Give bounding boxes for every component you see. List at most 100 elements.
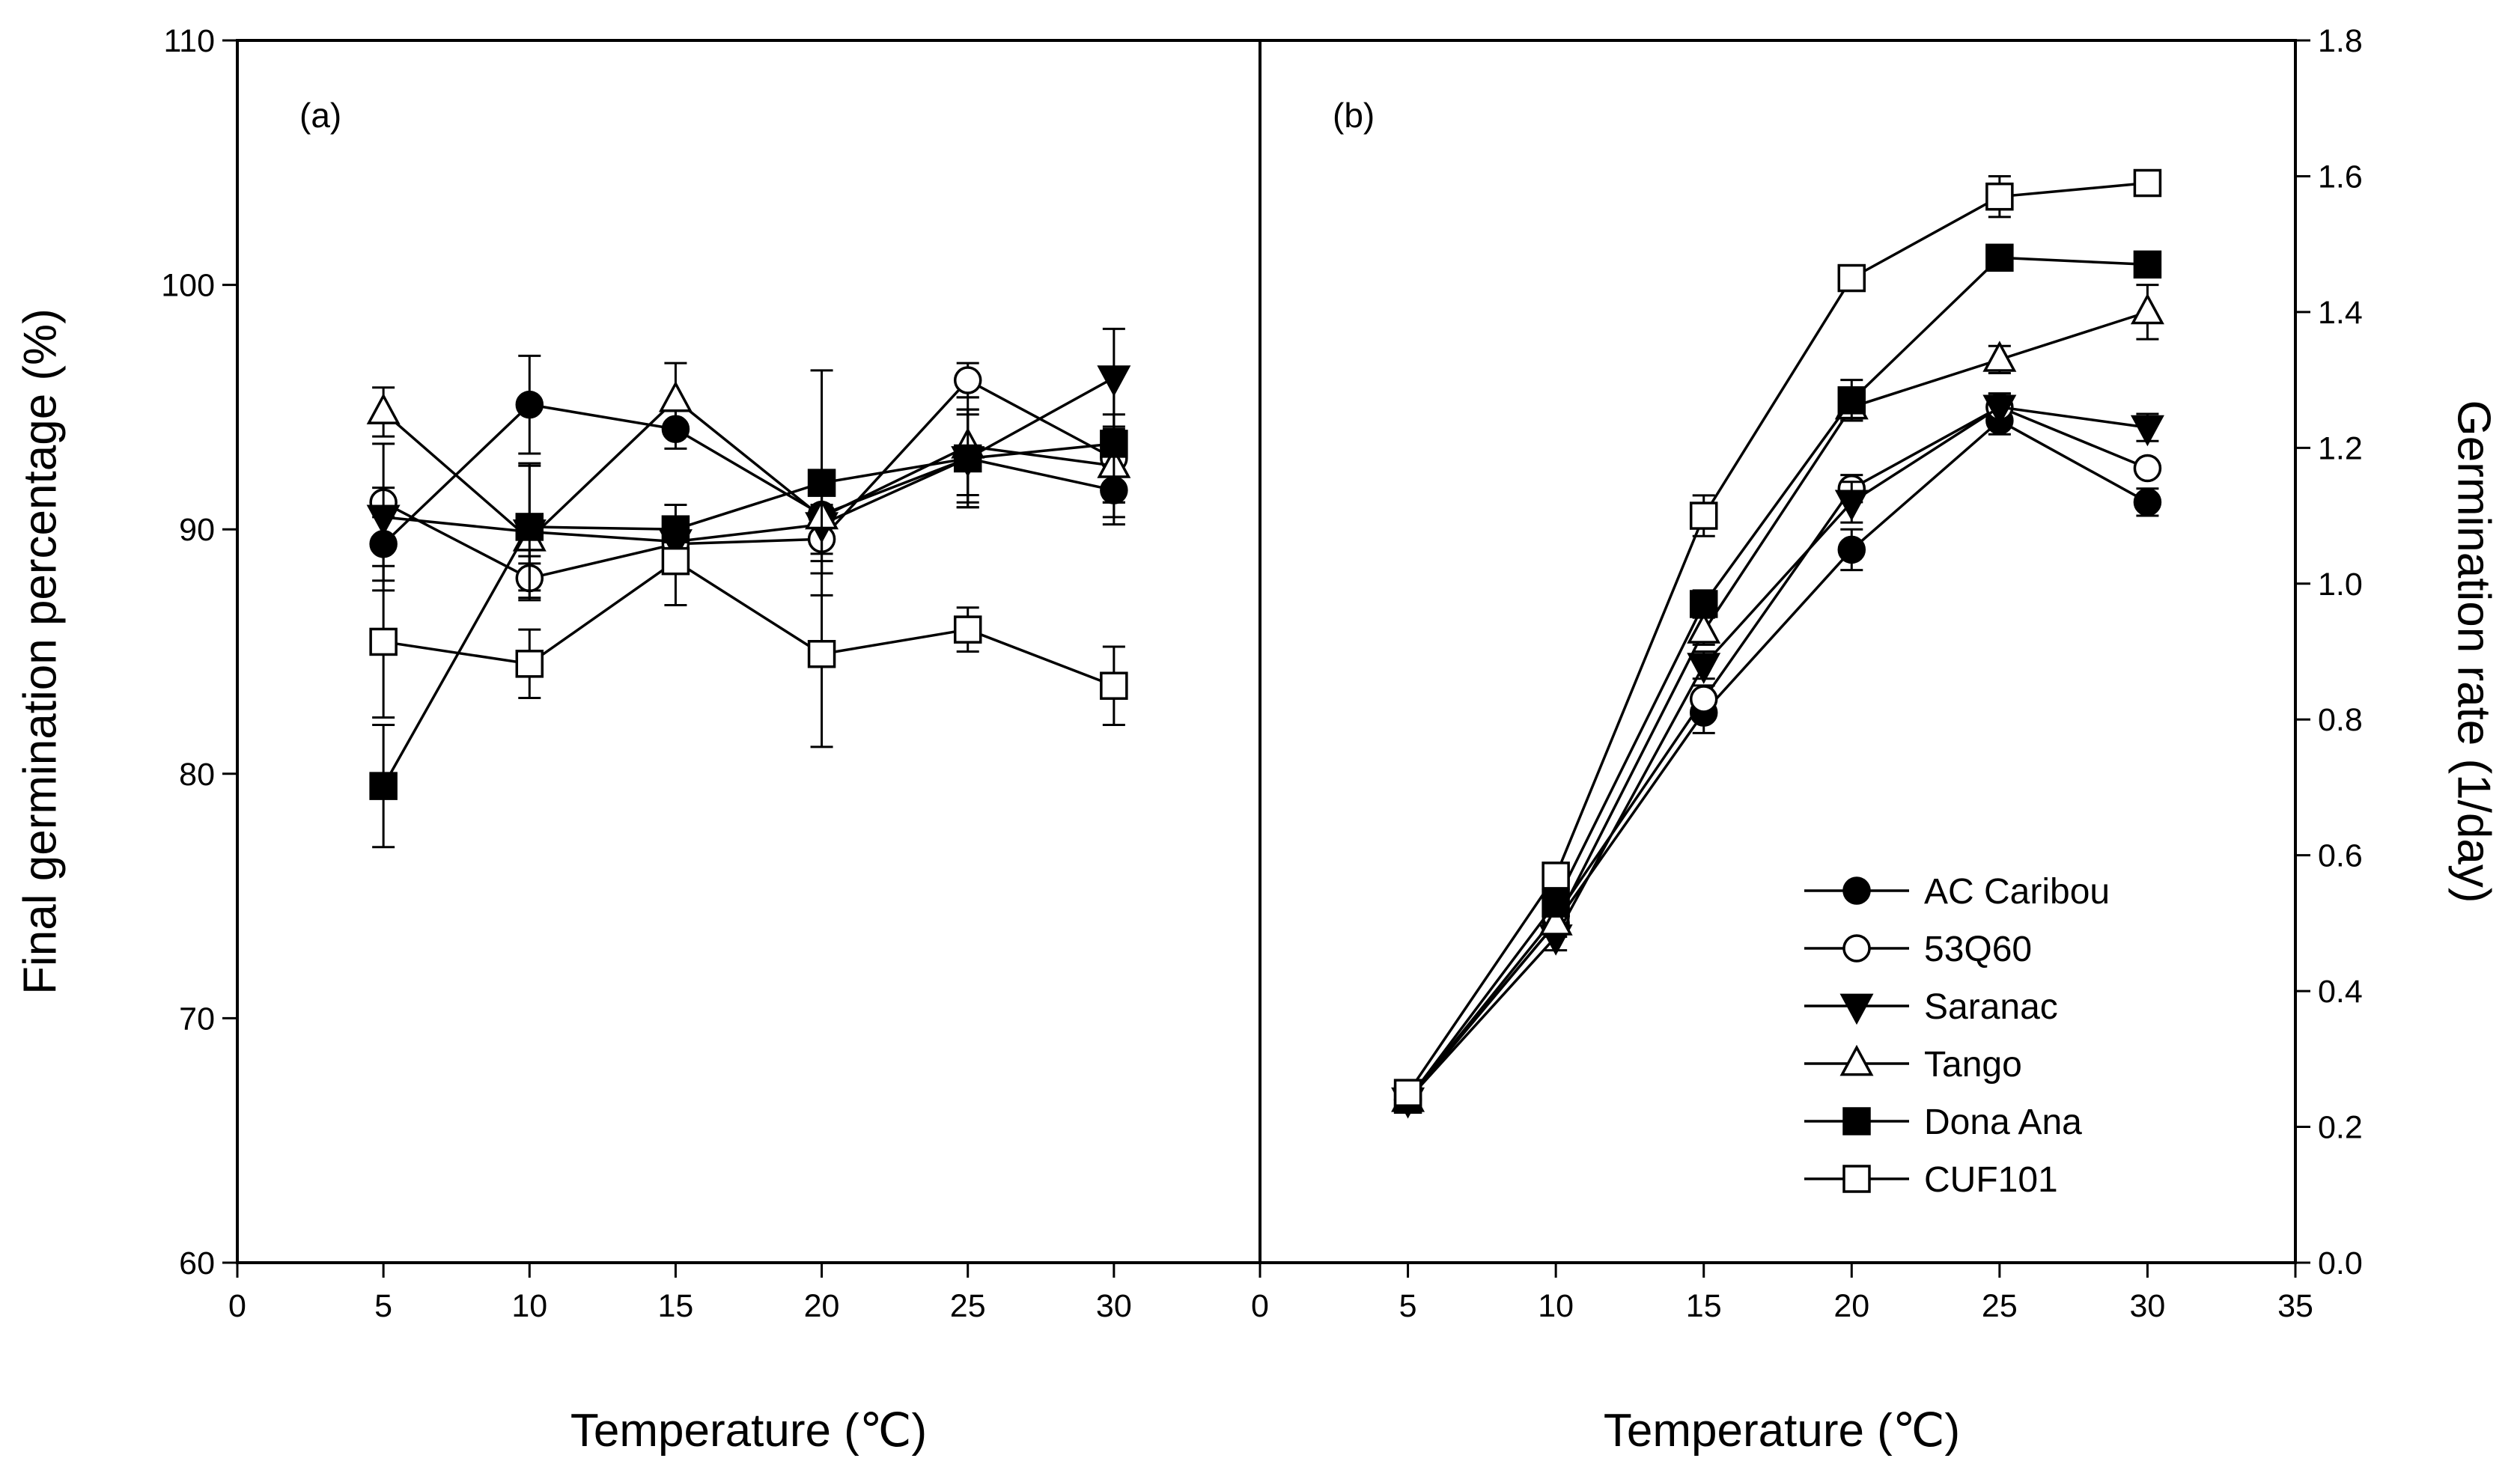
panel-a-line-dona-ana bbox=[382, 442, 1115, 787]
panel-a-line-53q60 bbox=[383, 378, 1115, 580]
legend-item-saranac: Saranac bbox=[1804, 987, 2058, 1027]
panel-a-point-dona-ana bbox=[1100, 430, 1128, 458]
panel-b-point-dona-ana bbox=[1689, 590, 1718, 618]
panel-a-x-tick-label: 25 bbox=[950, 1288, 986, 1324]
legend-label: Tango bbox=[1924, 1045, 2022, 1085]
panel-b-x-tick-label: 25 bbox=[1982, 1288, 2018, 1324]
panel-b-point-ac-caribou bbox=[2133, 488, 2162, 516]
legend-item-tango: Tango bbox=[1804, 1044, 2022, 1085]
panel-b-point-saranac bbox=[1687, 653, 1721, 684]
panel-a-point-saranac bbox=[366, 504, 401, 537]
legend-item-cuf101: CUF101 bbox=[1804, 1160, 2058, 1200]
legend-label: AC Caribou bbox=[1924, 872, 2110, 912]
panel-b-point-dona-ana bbox=[1837, 386, 1866, 415]
legend-marker-53q60 bbox=[1842, 934, 1871, 963]
panel-a-point-dona-ana bbox=[953, 444, 982, 473]
panel-a-series-cuf101 bbox=[369, 516, 1128, 748]
panel-b-point-cuf101 bbox=[2133, 168, 2162, 198]
panel-b-x-tick-label: 35 bbox=[2277, 1288, 2313, 1324]
panel-b-point-53q60 bbox=[2133, 454, 2162, 483]
panel-b-point-tango bbox=[1982, 341, 2017, 372]
panel-a-point-cuf101 bbox=[515, 650, 544, 678]
panel-b-y-tick-label: 0.0 bbox=[2318, 1245, 2363, 1281]
panel-b-point-cuf101 bbox=[1837, 263, 1866, 293]
panel-a-point-dona-ana bbox=[369, 772, 398, 800]
panel-b-y-tick-label: 1.4 bbox=[2318, 295, 2363, 331]
panel-a-y-tick-label: 60 bbox=[179, 1245, 215, 1281]
panel-a-point-tango bbox=[366, 393, 401, 424]
panel-a-point-cuf101 bbox=[807, 640, 836, 668]
panel-b-series-dona-ana bbox=[1393, 243, 2162, 1114]
panel-a-x-tick-label: 30 bbox=[1096, 1288, 1132, 1324]
panel-b-point-saranac bbox=[1834, 490, 1869, 522]
panel-b-y-tick-label: 0.8 bbox=[2318, 702, 2363, 738]
legend-label: Saranac bbox=[1924, 987, 2058, 1027]
panel-a-x-tick-label: 10 bbox=[511, 1288, 547, 1324]
panel-b-series-cuf101 bbox=[1393, 168, 2162, 1107]
panel-a-point-cuf101 bbox=[1100, 671, 1128, 700]
panel-b-plot-frame bbox=[1259, 39, 2297, 1264]
legend-marker-ac-caribou bbox=[1842, 876, 1871, 905]
panel-a-point-dona-ana bbox=[807, 469, 836, 497]
legend-marker-saranac bbox=[1839, 993, 1874, 1025]
panel-b-y-tick-label: 1.2 bbox=[2318, 430, 2363, 466]
panel-b-point-cuf101 bbox=[1689, 501, 1718, 530]
legend-marker-dona-ana bbox=[1842, 1107, 1871, 1135]
panel-a-y-axis-title: Final germination percentage (%) bbox=[14, 308, 66, 995]
panel-a-line-saranac bbox=[383, 376, 1115, 543]
panel-b-x-tick-label: 30 bbox=[2130, 1288, 2166, 1324]
panel-a-line-tango bbox=[382, 397, 1115, 541]
panel-a-y-tick-label: 70 bbox=[179, 1001, 215, 1037]
panel-a-y-tick-label: 110 bbox=[163, 23, 215, 59]
panel-b-x-tick-label: 0 bbox=[1251, 1288, 1269, 1324]
panel-b-point-cuf101 bbox=[1393, 1079, 1422, 1107]
panel-a-y-tick-label: 100 bbox=[161, 268, 215, 304]
panel-b-line-dona-ana bbox=[1407, 256, 2148, 1101]
panel-b-line-cuf101 bbox=[1407, 181, 2148, 1094]
panel-b-point-dona-ana bbox=[1985, 243, 2014, 272]
legend-item-dona-ana: Dona Ana bbox=[1804, 1103, 2082, 1142]
panel-a-point-cuf101 bbox=[953, 615, 982, 644]
panel-b-y-tick-label: 1.8 bbox=[2318, 23, 2363, 59]
panel-b-y-tick-label: 0.2 bbox=[2318, 1110, 2363, 1146]
panel-b-y-tick-label: 1.6 bbox=[2318, 159, 2363, 195]
panel-a-series-ac-caribou bbox=[369, 354, 1128, 582]
panel-b-point-tango bbox=[1687, 612, 1721, 644]
legend-item-ac-caribou: AC Caribou bbox=[1804, 872, 2110, 912]
panel-b-point-cuf101 bbox=[1541, 862, 1570, 890]
panel-a-series-saranac bbox=[366, 327, 1131, 600]
panel-a-line-ac-caribou bbox=[382, 403, 1115, 546]
panel-a-series-53q60 bbox=[369, 362, 1128, 602]
panel-a-x-tick-label: 15 bbox=[658, 1288, 694, 1324]
panel-a-label: (a) bbox=[299, 96, 341, 135]
panel-b-y-tick-label: 0.6 bbox=[2318, 838, 2363, 874]
panel-a-point-tango bbox=[658, 380, 693, 412]
legend: AC Caribou 53Q60 Saranac Tango Dona Ana CUF10… bbox=[1804, 872, 2110, 1200]
panel-b-line-saranac bbox=[1407, 406, 2148, 1101]
panel-a-x-tick-label: 20 bbox=[804, 1288, 840, 1324]
legend-marker-tango bbox=[1839, 1044, 1874, 1076]
panel-a-point-cuf101 bbox=[369, 627, 398, 656]
panel-a-point-dona-ana bbox=[515, 513, 544, 541]
panel-b-y-tick-label: 1.0 bbox=[2318, 567, 2363, 603]
panel-b-point-cuf101 bbox=[1985, 182, 2014, 211]
legend-label: 53Q60 bbox=[1924, 930, 2032, 969]
panel-b-point-ac-caribou bbox=[1837, 535, 1866, 564]
panel-a-x-tick-label: 5 bbox=[374, 1288, 392, 1324]
panel-b-point-dona-ana bbox=[2133, 250, 2162, 279]
panel-b-x-tick-label: 20 bbox=[1833, 1288, 1869, 1324]
panel-b-x-axis-title: Temperature (℃) bbox=[1604, 1405, 1960, 1457]
panel-b-x-tick-label: 5 bbox=[1399, 1288, 1417, 1324]
panel-a-x-axis-title: Temperature (℃) bbox=[570, 1405, 927, 1457]
legend-label: CUF101 bbox=[1924, 1160, 2058, 1200]
panel-a-point-53q60 bbox=[953, 366, 982, 394]
series-layer bbox=[366, 168, 2164, 1119]
panel-b-y-tick-label: 0.4 bbox=[2318, 974, 2363, 1010]
panel-b-line-tango bbox=[1407, 311, 2148, 1101]
panel-a-x-tick-label: 0 bbox=[228, 1288, 246, 1324]
legend-label: Dona Ana bbox=[1924, 1103, 2082, 1142]
panel-a-line-cuf101 bbox=[383, 559, 1115, 687]
panel-a-point-ac-caribou bbox=[515, 390, 544, 419]
legend-item-53q60: 53Q60 bbox=[1804, 930, 2032, 969]
